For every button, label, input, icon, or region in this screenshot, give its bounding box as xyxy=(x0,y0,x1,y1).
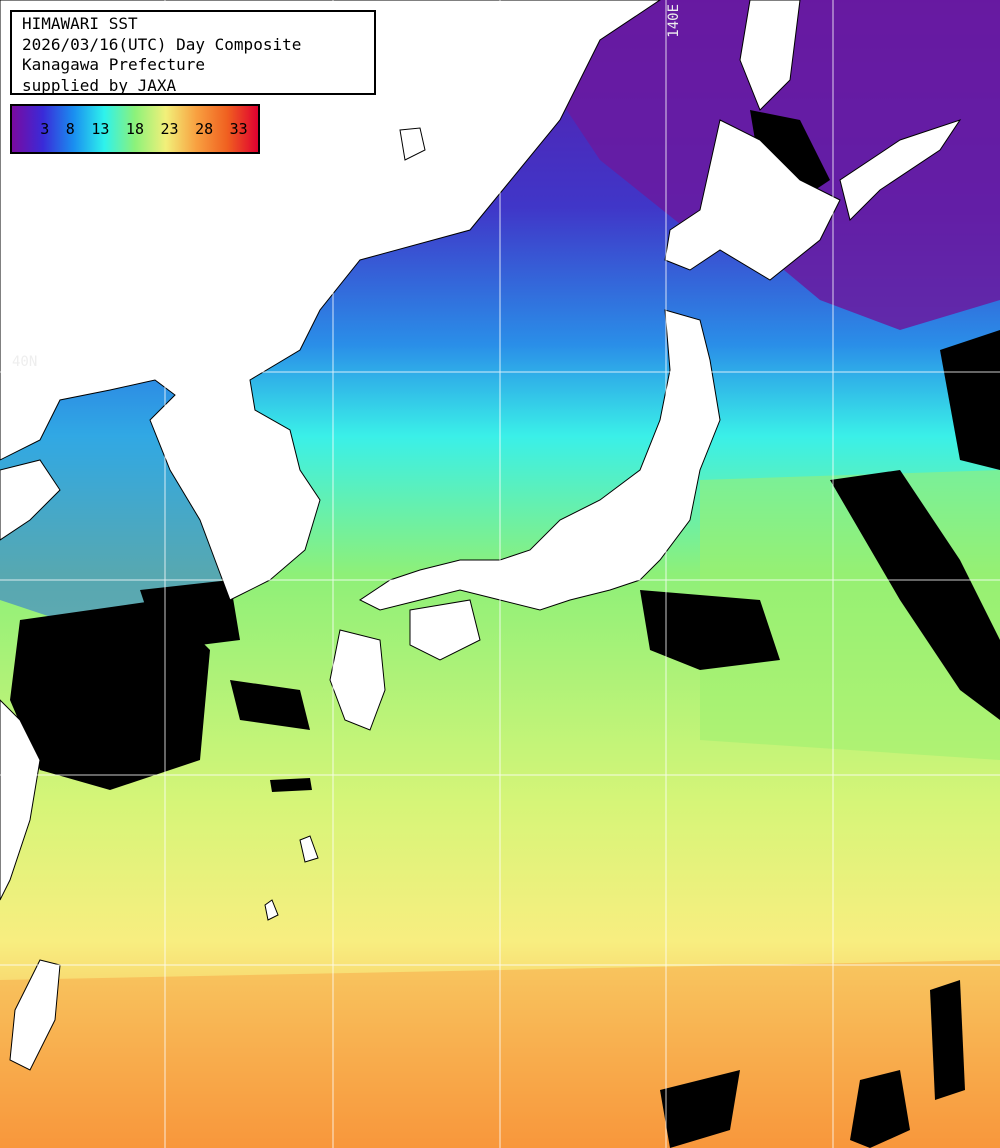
lat-label-40n: 40N xyxy=(12,354,38,370)
lat-label-30n: 30N xyxy=(12,758,38,774)
legend-tick: 13 xyxy=(91,120,110,138)
title-line-3: Kanagawa Prefecture xyxy=(22,55,206,74)
island-a xyxy=(399,127,426,161)
title-line-1: HIMAWARI SST xyxy=(22,14,138,33)
honshu xyxy=(359,309,721,611)
russia-northeast xyxy=(839,119,962,221)
island-b xyxy=(299,835,319,863)
china-coast-south xyxy=(0,699,41,901)
kyushu xyxy=(329,629,386,731)
china-coast xyxy=(0,459,61,541)
sakhalin xyxy=(739,0,801,111)
temperature-legend: 3 8 13 18 23 28 33 xyxy=(10,104,260,154)
legend-tick: 8 xyxy=(65,120,75,138)
legend-tick: 3 xyxy=(40,120,50,138)
lon-label-140e: 140E xyxy=(666,4,682,38)
shikoku xyxy=(409,599,481,661)
legend-tick: 33 xyxy=(229,120,248,138)
legend-tick: 18 xyxy=(125,120,144,138)
legend-tick: 28 xyxy=(195,120,214,138)
title-box: HIMAWARI SST 2026/03/16(UTC) Day Composi… xyxy=(10,10,376,95)
title-line-4: supplied by JAXA xyxy=(22,75,177,95)
title-line-2: 2026/03/16(UTC) Day Composite xyxy=(22,34,302,54)
hokkaido xyxy=(664,119,841,281)
legend-tick: 23 xyxy=(160,120,179,138)
island-c xyxy=(264,899,279,921)
